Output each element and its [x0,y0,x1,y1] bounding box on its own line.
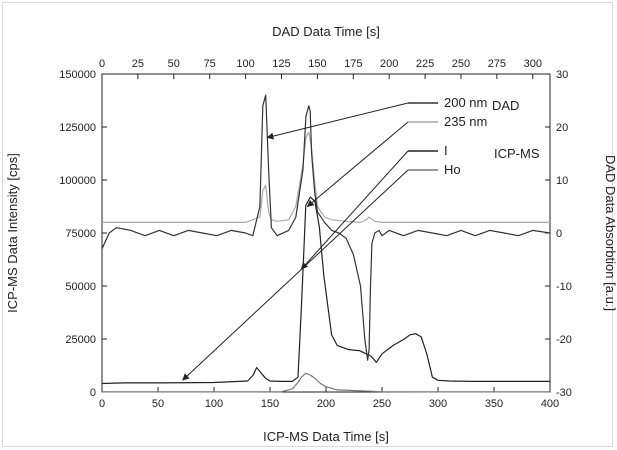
bottom-axis-tick-label: 400 [541,398,559,410]
top-axis-tick-label: 0 [99,58,105,70]
top-axis-tick-label: 50 [168,58,180,70]
figure-frame [2,2,613,447]
legend-pointer-arrow [300,150,409,270]
bottom-axis-tick-label: 150 [261,398,279,410]
bottom-axis-tick-label: 350 [485,398,503,410]
right-axis-tick-label: 10 [556,175,568,187]
top-axis-tick-label: 175 [344,58,362,70]
top-axis-tick-label: 25 [132,58,144,70]
right-axis-tick-label: -10 [556,281,572,293]
left-axis-tick-label: 125000 [59,122,96,134]
legend-label: Ho [444,162,461,177]
bottom-axis-tick-label: 0 [99,398,105,410]
series-line-i [101,196,550,385]
top-axis-tick-label: 275 [488,58,506,70]
right-axis-title: DAD Data Absorbtion [a.u.] [603,155,617,311]
bottom-axis-tick-label: 250 [373,398,391,410]
left-axis-tick-label: 25000 [65,334,96,346]
right-axis-tick-label: -20 [556,334,572,346]
legend-pointer-arrow [266,102,409,140]
top-axis-tick-label: 125 [272,58,290,70]
right-axis-tick-label: 30 [556,69,568,81]
legend-label: I [444,143,448,158]
left-axis-tick-label: 100000 [59,175,96,187]
bottom-axis-tick-label: 100 [205,398,223,410]
left-axis-tick-label: 150000 [59,69,96,81]
bottom-axis-title: ICP-MS Data Time [s] [263,429,389,444]
left-axis-tick-label: 0 [90,387,96,399]
legend-group-label: ICP-MS [494,146,540,161]
legend-pointer-arrow [182,169,409,381]
right-axis-tick-label: -30 [556,387,572,399]
top-axis-tick-label: 225 [416,58,434,70]
legend-label: 200 nm [444,95,487,110]
legend-pointer-arrow [306,121,409,207]
top-axis-title: DAD Data Time [s] [272,24,380,39]
left-axis-title: ICP-MS Data Intensity [cps] [5,153,20,313]
series-line-200-nm [101,94,551,361]
legend-label: 235 nm [444,114,487,129]
top-axis-tick-label: 100 [236,58,254,70]
right-axis-tick-label: 20 [556,122,568,134]
legend: 200 nm 235 nm I Ho DAD ICP-MS [182,95,540,381]
top-axis-tick-label: 150 [308,58,326,70]
legend-group-label: DAD [492,98,519,113]
top-axis-tick-label: 200 [380,58,398,70]
right-axis-tick-label: 0 [556,228,562,240]
left-axis-tick-label: 50000 [65,281,96,293]
top-axis-tick-label: 250 [452,58,470,70]
top-axis-tick-label: 75 [204,58,216,70]
left-axis-tick-label: 75000 [65,228,96,240]
bottom-axis-tick-label: 50 [152,398,164,410]
top-axis-tick-label: 300 [524,58,542,70]
series-line-ho [102,372,550,393]
series-line-235-nm [102,131,550,223]
bottom-axis-tick-label: 300 [429,398,447,410]
bottom-axis-tick-label: 200 [317,398,335,410]
series-layer [101,94,551,393]
